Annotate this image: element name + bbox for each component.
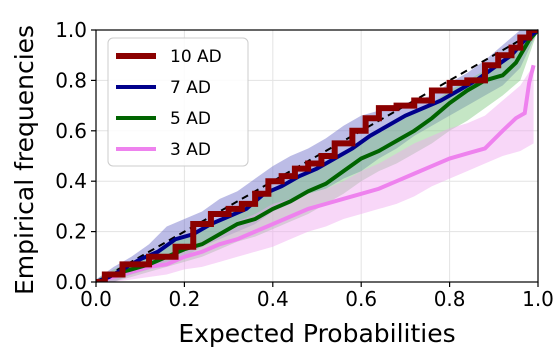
x-tick-label: 0.8 bbox=[434, 287, 466, 311]
x-tick-label: 0.2 bbox=[168, 287, 200, 311]
legend: 10 AD 7 AD 5 AD 3 AD bbox=[107, 37, 249, 167]
y-tick-label: 0.0 bbox=[55, 270, 87, 294]
series-lines bbox=[96, 30, 538, 282]
legend-label-10-ad: 10 AD bbox=[170, 47, 222, 67]
legend-box bbox=[107, 37, 249, 167]
y-tick-label: 1.0 bbox=[55, 18, 87, 42]
tick-labels: 0.0 0.2 0.4 0.6 0.8 1.0 0.0 0.2 0.4 0.6 0.8 1.0 bbox=[55, 18, 554, 311]
x-tick-label: 0.4 bbox=[257, 287, 289, 311]
plot-frame bbox=[95, 29, 539, 283]
y-tick-label: 0.6 bbox=[55, 119, 87, 143]
reference-diagonal-line bbox=[95, 29, 539, 283]
reference-diagonal bbox=[95, 29, 539, 283]
y-tick-label: 0.4 bbox=[55, 169, 87, 193]
legend-label-5-ad: 5 AD bbox=[170, 109, 211, 129]
y-axis-title: Empirical frequencies bbox=[10, 25, 39, 295]
series-line-3-ad bbox=[96, 64, 536, 282]
legend-label-7-ad: 7 AD bbox=[170, 78, 211, 98]
legend-label-3-ad: 3 AD bbox=[170, 140, 211, 160]
y-tick-label: 0.2 bbox=[55, 220, 87, 244]
x-axis-title: Expected Probabilities bbox=[178, 319, 455, 348]
x-tick-label: 0.0 bbox=[80, 287, 112, 311]
axes bbox=[91, 29, 539, 287]
band-3-ad bbox=[96, 65, 534, 282]
y-tick-label: 0.8 bbox=[55, 68, 87, 92]
series-line-10-ad bbox=[96, 30, 538, 282]
x-tick-label: 0.6 bbox=[345, 287, 377, 311]
x-tick-label: 1.0 bbox=[522, 287, 554, 311]
